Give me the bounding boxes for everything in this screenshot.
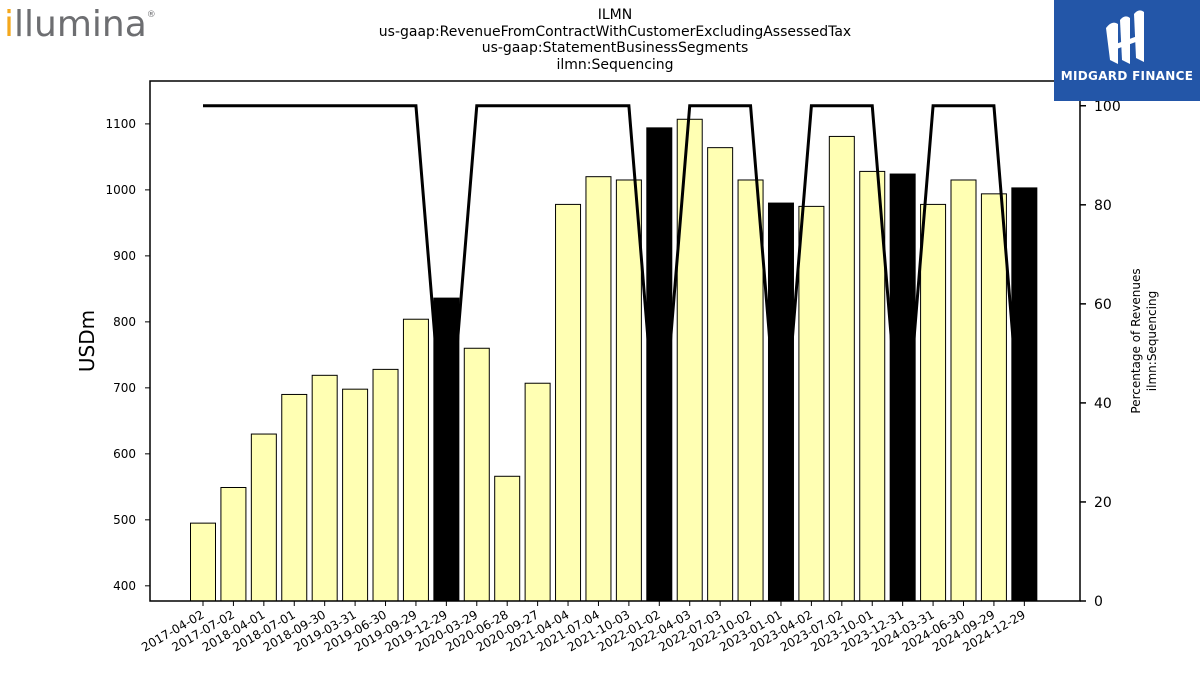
plot-frame [149,80,1081,602]
chart-title-line-4: ilmn:Sequencing [556,56,674,73]
chart-title-line-3: us-gaap:StatementBusinessSegments [481,40,749,56]
left-y-axis: 400 500 600 700 800 900 1000 1100 [105,117,150,593]
bar-2019-09-29 [402,318,429,602]
bar-2019-12-29 [433,297,460,602]
y-tick-label: 500 [113,513,136,527]
percentage-line-series [203,104,1026,478]
bar-2018-07-01 [281,393,308,602]
bar-2023-01-01 [767,202,794,602]
bar-2019-06-30 [372,368,399,602]
chart-title: ILMN us-gaap:RevenueFromContractWithCust… [365,7,865,73]
bar-series [190,118,1038,602]
y2-tick-label: 40 [1094,396,1112,412]
chart-title-line-1: ILMN [597,7,633,23]
y-axis-label: USDm [75,310,99,372]
bar-2021-07-04 [585,176,612,602]
bar-2018-04-01 [250,433,277,602]
x-axis: 2017-04-022017-07-022018-04-012018-07-01… [139,601,1028,654]
chart-title-line-2: us-gaap:RevenueFromContractWithCustomerE… [378,23,852,40]
bar-2022-10-02 [737,179,764,602]
right-y-axis: 0 20 40 60 80 100 [1080,99,1121,610]
bar-2018-09-30 [311,374,338,602]
illumina-logo-accent: i [4,4,15,45]
registered-mark: ® [146,10,156,20]
midgard-finance-name: MIDGARD FINANCE [1060,69,1194,83]
bar-2020-03-29 [463,347,490,602]
bar-2020-06-28 [494,475,521,602]
y-tick-label: 900 [113,249,136,263]
bar-2022-04-03 [676,118,703,602]
midgard-finance-logo: MIDGARD FINANCE [1054,0,1200,101]
y-tick-label: 700 [113,381,136,395]
y2-tick-label: 20 [1094,495,1112,511]
illumina-logo: illumina® [4,4,156,45]
bar-2021-10-03 [615,179,642,602]
y2-tick-label: 100 [1094,99,1121,115]
bar-2022-07-03 [707,147,734,602]
y-tick-label: 1000 [105,183,136,197]
y-tick-label: 1100 [105,117,136,131]
bar-2021-04-04 [555,203,582,602]
bar-2024-12-29 [1011,187,1038,602]
bar-2017-04-02 [190,522,216,602]
bar-2024-03-31 [920,203,947,602]
y2-tick-label: 60 [1094,297,1112,313]
y2-tick-label: 0 [1094,594,1103,610]
right-y-axis-label-line-2: ilmn:Sequencing [1145,291,1159,391]
right-y-axis-label: Percentage of Revenues ilmn:Sequencing [1129,268,1159,413]
bar-2024-09-29 [980,193,1007,602]
y-tick-label: 400 [113,579,136,593]
bar-2019-03-31 [342,388,369,602]
bar-2023-07-02 [828,135,855,602]
bar-2024-06-30 [950,179,977,602]
illumina-logo-text: llumina [14,4,147,45]
percentage-line [203,104,1026,478]
right-y-axis-label-line-1: Percentage of Revenues [1129,268,1143,413]
y-tick-label: 800 [113,315,136,329]
y-tick-label: 600 [113,447,136,461]
bar-2020-09-27 [524,382,551,602]
bar-2023-10-01 [859,170,886,602]
bar-2023-04-02 [798,205,825,602]
y2-tick-label: 80 [1094,198,1112,214]
midgard-emblem-icon [1106,10,1144,65]
bar-2017-07-02 [220,486,247,602]
